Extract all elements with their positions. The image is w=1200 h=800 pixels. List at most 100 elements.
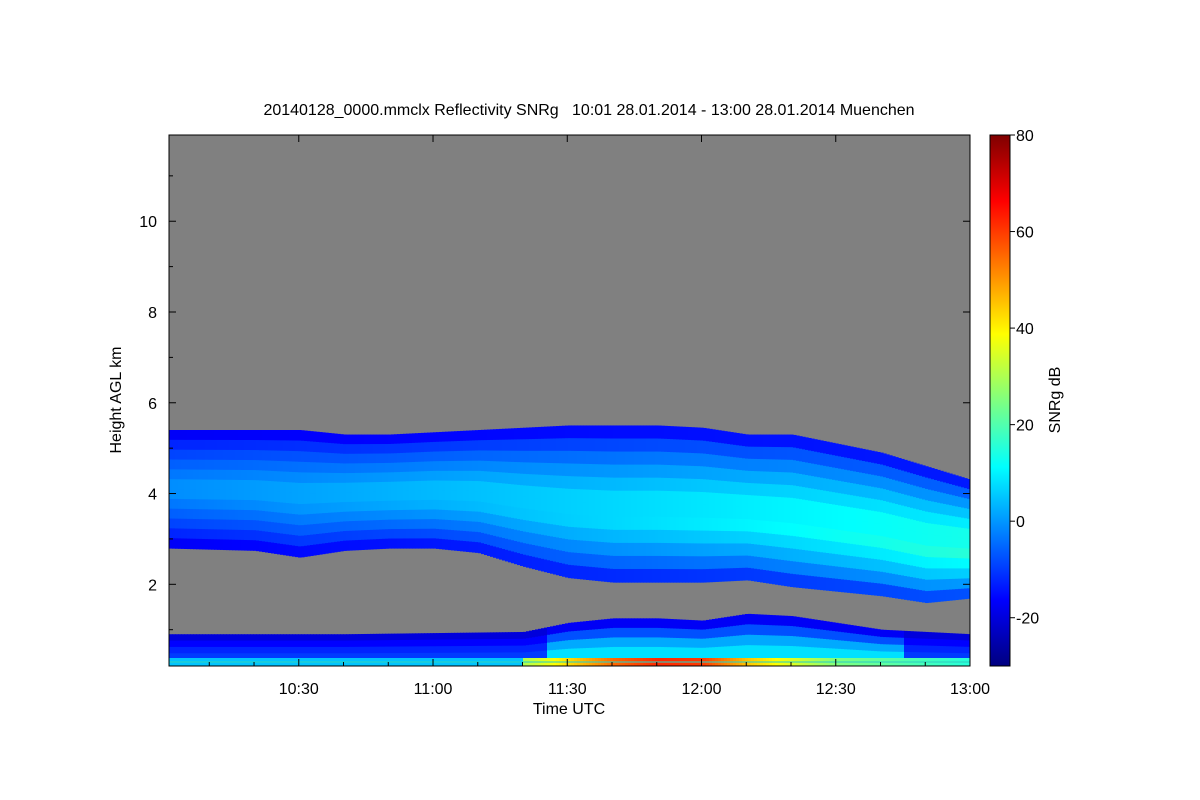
cloud-cell	[691, 504, 695, 519]
cloud-cell	[520, 508, 524, 521]
cloud-cell	[214, 459, 218, 471]
cloud-cell	[457, 441, 461, 452]
cloud-cell	[691, 556, 695, 570]
low-cloud-cell	[967, 646, 970, 654]
cloud-cell	[763, 496, 767, 510]
cloud-cell	[934, 491, 938, 503]
cloud-cell	[931, 534, 935, 547]
cloud-cell	[184, 439, 188, 451]
low-cloud-cell	[598, 647, 602, 658]
cloud-cell	[418, 519, 422, 530]
low-cloud-cell	[715, 628, 719, 639]
low-cloud-cell	[625, 627, 629, 639]
low-cloud-cell	[781, 625, 785, 637]
cloud-cell	[862, 497, 866, 510]
low-cloud-cell	[568, 648, 572, 658]
cloud-cell	[223, 539, 227, 551]
low-cloud-cell	[277, 640, 281, 648]
cloud-cell	[535, 438, 539, 452]
cloud-cell	[637, 568, 641, 583]
low-cloud-cell	[778, 615, 782, 627]
cloud-cell	[247, 430, 251, 441]
cloud-cell	[472, 440, 476, 452]
cloud-cell	[715, 518, 719, 532]
cloud-cell	[472, 470, 476, 482]
cloud-cell	[331, 472, 335, 484]
cloud-cell	[412, 490, 416, 501]
cloud-cell	[259, 460, 263, 471]
cloud-cell	[205, 479, 209, 491]
cloud-cell	[850, 483, 854, 496]
low-cloud-cell	[244, 646, 248, 654]
cloud-cell	[883, 584, 887, 597]
cloud-cell	[190, 528, 194, 540]
low-cloud-cell	[823, 647, 827, 658]
low-cloud-cell	[241, 653, 245, 661]
low-cloud-cell	[673, 628, 677, 639]
cloud-cell	[199, 538, 203, 550]
cloud-cell	[619, 529, 623, 544]
cloud-cell	[259, 500, 263, 512]
cloud-cell	[694, 491, 698, 506]
cloud-cell	[649, 568, 653, 583]
cloud-cell	[235, 539, 239, 551]
cloud-cell	[433, 470, 437, 482]
cloud-cell	[373, 491, 377, 502]
cloud-cell	[250, 440, 254, 451]
cloud-cell	[469, 531, 473, 543]
cloud-cell	[319, 503, 323, 514]
low-cloud-cell	[925, 638, 929, 647]
cloud-cell	[853, 459, 857, 473]
cloud-cell	[559, 550, 563, 564]
low-cloud-cell	[559, 641, 563, 651]
low-cloud-cell	[595, 638, 599, 649]
cloud-cell	[799, 574, 803, 588]
cloud-cell	[223, 529, 227, 541]
cloud-cell	[460, 450, 464, 462]
cloud-cell	[946, 504, 950, 516]
cloud-cell	[862, 545, 866, 559]
cloud-cell	[871, 450, 875, 464]
cloud-cell	[499, 472, 503, 484]
cloud-cell	[820, 440, 824, 454]
low-cloud-cell	[280, 653, 284, 661]
cloud-cell	[454, 480, 458, 492]
cloud-cell	[940, 579, 944, 591]
low-cloud-cell	[196, 653, 200, 661]
low-cloud-cell	[619, 637, 623, 648]
cloud-cell	[727, 518, 731, 532]
cloud-cell	[475, 460, 479, 472]
low-cloud-cell	[532, 630, 536, 638]
cloud-cell	[868, 510, 872, 523]
cloud-cell	[571, 552, 575, 566]
cloud-cell	[715, 480, 719, 494]
cloud-cell	[895, 468, 899, 482]
cloud-cell	[640, 503, 644, 518]
cloud-cell	[634, 464, 638, 479]
cloud-cell	[241, 499, 245, 511]
cloud-cell	[280, 450, 284, 462]
cloud-cell	[787, 485, 791, 499]
cloud-cell	[388, 538, 392, 549]
cloud-cell	[175, 498, 179, 510]
cloud-cell	[253, 480, 257, 491]
cloud-cell	[577, 540, 581, 554]
cloud-cell	[220, 439, 224, 451]
cloud-cell	[508, 428, 512, 441]
cloud-cell	[610, 542, 614, 557]
cloud-cell	[616, 529, 620, 544]
cloud-cell	[466, 501, 470, 512]
cloud-cell	[856, 556, 860, 570]
low-cloud-cell	[199, 640, 203, 648]
cloud-cell	[562, 551, 566, 565]
low-cloud-cell	[241, 634, 245, 642]
cloud-cell	[379, 482, 383, 493]
cloud-cell	[901, 575, 905, 588]
low-cloud-cell	[229, 653, 233, 661]
cloud-cell	[688, 452, 692, 467]
cloud-cell	[598, 515, 602, 530]
low-cloud-cell	[685, 638, 689, 649]
cloud-cell	[904, 483, 908, 496]
cloud-cell	[910, 565, 914, 578]
cloud-cell	[607, 555, 611, 570]
